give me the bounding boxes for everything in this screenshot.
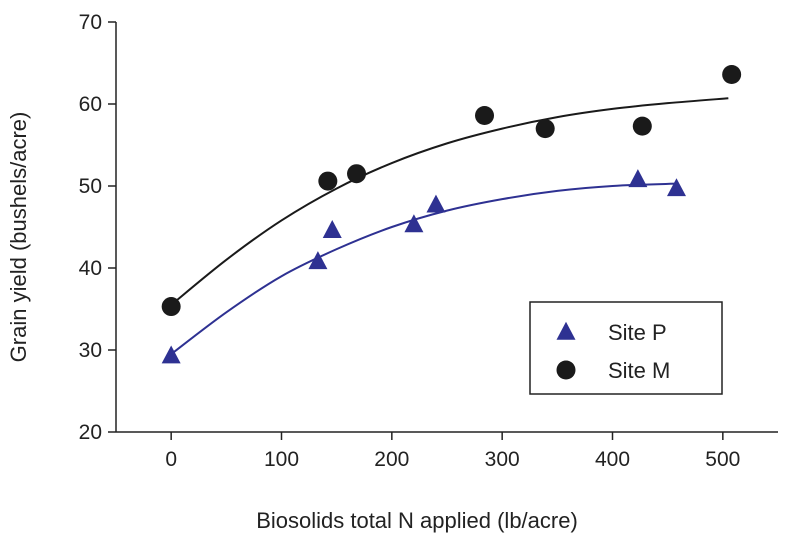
data-point-site-p xyxy=(404,214,424,233)
data-point-site-p xyxy=(426,194,446,213)
legend-marker-site-p xyxy=(556,321,576,340)
x-tick-label: 500 xyxy=(705,448,740,471)
data-point-site-p xyxy=(666,178,686,197)
y-tick-label: 30 xyxy=(79,339,102,362)
legend-label-site-m: Site M xyxy=(608,358,670,383)
y-tick-label: 60 xyxy=(79,93,102,116)
data-point-site-p xyxy=(322,220,342,238)
legend: Site P Site M xyxy=(529,301,723,395)
x-tick-label: 400 xyxy=(595,448,630,471)
data-points xyxy=(161,64,742,364)
y-axis-label: Grain yield (bushels/acre) xyxy=(6,112,31,363)
data-point-site-p xyxy=(308,251,328,270)
y-tick-label: 70 xyxy=(79,11,102,34)
data-point-site-p xyxy=(628,169,648,188)
fit-curve-site-m xyxy=(170,97,729,306)
data-point-site-m xyxy=(535,119,555,139)
y-tick-label: 20 xyxy=(79,421,102,444)
axes: 0 100 200 300 400 500 20 30 40 50 60 70 xyxy=(79,11,778,471)
data-point-site-m xyxy=(318,171,338,191)
x-tick-label: 300 xyxy=(485,448,520,471)
data-point-site-m xyxy=(632,116,652,136)
x-tick-label: 0 xyxy=(165,448,177,471)
data-point-site-m xyxy=(347,164,367,184)
data-point-site-m xyxy=(475,105,495,125)
data-point-site-m xyxy=(161,297,181,317)
data-point-site-m xyxy=(722,64,742,84)
x-tick-label: 100 xyxy=(264,448,299,471)
y-tick-label: 40 xyxy=(79,257,102,280)
legend-label-site-p: Site P xyxy=(608,320,667,345)
legend-marker-site-m xyxy=(556,360,576,380)
y-tick-label: 50 xyxy=(79,175,102,198)
x-axis-label: Biosolids total N applied (lb/acre) xyxy=(256,508,578,533)
legend-box xyxy=(529,301,723,395)
x-tick-label: 200 xyxy=(374,448,409,471)
data-point-site-p xyxy=(161,345,181,364)
